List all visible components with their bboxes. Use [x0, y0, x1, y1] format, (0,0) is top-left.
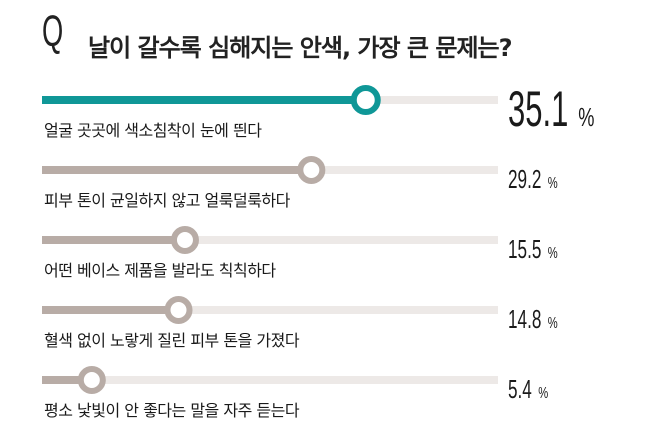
- unit-label: %: [548, 243, 558, 262]
- bar: [42, 166, 312, 174]
- bar-row: 피부 톤이 균일하지 않고 얼룩덜룩하다 29.2%: [42, 156, 558, 210]
- value-label: 15.5: [508, 234, 541, 264]
- unit-label: %: [578, 103, 594, 132]
- value-label: 14.8: [508, 304, 541, 334]
- chart-header: Q 날이 갈수록 심해지는 안색, 가장 큰 문제는?: [0, 0, 658, 70]
- bar-track: [42, 306, 498, 314]
- category-label: 피부 톤이 균일하지 않고 얼룩덜룩하다: [44, 191, 291, 210]
- bar-row: 평소 낯빛이 안 좋다는 말을 자주 듣는다 5.4%: [42, 366, 548, 420]
- bar-knob-center: [86, 375, 97, 385]
- unit-label: %: [538, 383, 548, 402]
- category-label: 어떤 베이스 제품을 발라도 칙칙하다: [44, 261, 276, 280]
- bar-track: [42, 236, 498, 244]
- bar: [42, 236, 185, 244]
- value-label: 5.4: [508, 374, 532, 404]
- bar: [42, 96, 366, 104]
- unit-label: %: [548, 313, 558, 332]
- bar-knob-center: [173, 305, 184, 315]
- bar-knob-center: [359, 94, 372, 106]
- bar-knob-center: [179, 235, 190, 245]
- unit-label: %: [548, 173, 558, 192]
- bar: [42, 306, 179, 314]
- q-mark: Q: [42, 7, 64, 56]
- bar-knob-center: [306, 165, 317, 175]
- value-label: 29.2: [508, 164, 541, 194]
- category-label: 혈색 없이 노랗게 질린 피부 톤을 가졌다: [44, 331, 300, 350]
- bar-row: 혈색 없이 노랗게 질린 피부 톤을 가졌다 14.8%: [42, 296, 558, 350]
- value-label: 35.1: [508, 80, 568, 136]
- bar-track: [42, 376, 498, 384]
- category-label: 얼굴 곳곳에 색소침착이 눈에 띈다: [44, 121, 262, 140]
- category-label: 평소 낯빛이 안 좋다는 말을 자주 듣는다: [44, 401, 300, 420]
- bar-row: 얼굴 곳곳에 색소침착이 눈에 띈다 35.1%: [42, 80, 594, 140]
- chart-title: 날이 갈수록 심해지는 안색, 가장 큰 문제는?: [88, 34, 513, 62]
- bar-row: 어떤 베이스 제품을 발라도 칙칙하다 15.5%: [42, 226, 558, 280]
- bar: [42, 376, 92, 384]
